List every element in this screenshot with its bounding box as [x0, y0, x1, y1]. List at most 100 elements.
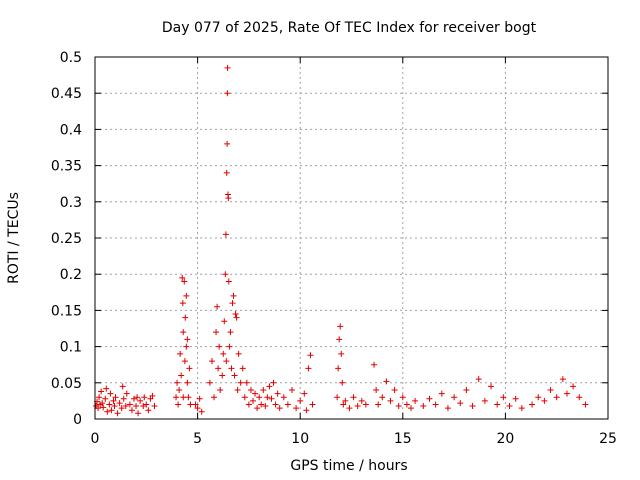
data-point: [301, 390, 308, 397]
data-point: [297, 397, 304, 404]
data-point: [245, 401, 252, 408]
data-point: [225, 278, 232, 285]
data-point: [180, 329, 187, 336]
chart-title: Day 077 of 2025, Rate Of TEC Index for r…: [162, 20, 537, 36]
data-point: [432, 401, 439, 408]
data-point: [222, 271, 229, 278]
data-point: [231, 372, 238, 379]
data-point: [224, 140, 231, 147]
data-point: [276, 405, 283, 412]
data-point: [383, 378, 390, 385]
data-point: [223, 358, 230, 365]
data-point: [337, 323, 344, 330]
data-point: [340, 401, 347, 408]
data-point: [141, 394, 148, 401]
data-point: [582, 401, 589, 408]
data-point: [224, 90, 231, 97]
data-point: [198, 408, 205, 415]
data-point: [463, 387, 470, 394]
x-tick-label: 20: [496, 431, 514, 447]
data-point: [182, 314, 189, 321]
data-point: [214, 303, 221, 310]
data-point: [541, 397, 548, 404]
data-point: [243, 379, 250, 386]
data-point: [288, 387, 295, 394]
y-tick-label: 0.1: [60, 340, 82, 356]
data-point: [293, 405, 300, 412]
data-point: [506, 402, 513, 409]
data-point: [179, 300, 186, 307]
data-point: [100, 404, 107, 411]
y-tick-label: 0.35: [51, 159, 82, 175]
data-point: [362, 401, 369, 408]
data-point: [102, 395, 109, 402]
data-point: [143, 401, 150, 408]
data-point: [215, 365, 222, 372]
data-point: [145, 407, 152, 414]
data-point: [181, 278, 188, 285]
x-tick-label: 25: [599, 431, 617, 447]
data-point: [284, 401, 291, 408]
data-point: [111, 402, 118, 409]
y-tick-label: 0.45: [51, 86, 82, 102]
data-point: [358, 397, 365, 404]
data-point: [274, 390, 281, 397]
data-point: [307, 352, 314, 359]
data-point: [134, 394, 141, 401]
data-point: [280, 394, 287, 401]
data-point: [232, 311, 239, 318]
data-point: [196, 395, 203, 402]
y-axis-label: ROTI / TECUs: [6, 192, 22, 284]
data-point: [95, 405, 102, 412]
data-point: [179, 274, 186, 281]
data-point: [110, 397, 117, 404]
data-point: [239, 365, 246, 372]
data-point: [221, 318, 228, 325]
data-point: [563, 390, 570, 397]
data-point: [576, 394, 583, 401]
data-point: [206, 379, 213, 386]
data-point: [535, 394, 542, 401]
y-tick-label: 0.4: [60, 122, 82, 138]
data-point: [258, 401, 265, 408]
data-point: [371, 361, 378, 368]
data-point: [399, 394, 406, 401]
data-point: [309, 401, 316, 408]
data-point: [112, 394, 119, 401]
data-point: [177, 350, 184, 357]
data-point: [547, 387, 554, 394]
data-point: [518, 405, 525, 412]
data-point: [230, 292, 237, 299]
data-point: [262, 402, 269, 409]
data-point: [184, 336, 191, 343]
data-point: [226, 343, 233, 350]
data-point: [250, 397, 257, 404]
data-point: [126, 401, 133, 408]
data-point: [219, 372, 226, 379]
data-point: [178, 372, 185, 379]
data-point: [553, 394, 560, 401]
data-point: [570, 383, 577, 390]
data-point: [395, 402, 402, 409]
data-point: [475, 376, 482, 383]
data-point: [119, 383, 126, 390]
data-point: [268, 395, 275, 402]
data-point: [208, 358, 215, 365]
y-tick-label: 0.25: [51, 231, 82, 247]
data-point: [194, 405, 201, 412]
data-point: [224, 64, 231, 71]
data-point: [181, 358, 188, 365]
data-point: [229, 300, 236, 307]
data-point: [252, 390, 259, 397]
data-point: [500, 394, 507, 401]
data-point: [140, 402, 147, 409]
data-point: [387, 397, 394, 404]
data-point: [266, 383, 273, 390]
data-point: [254, 405, 261, 412]
data-point: [213, 329, 220, 336]
data-point: [512, 395, 519, 402]
data-point: [225, 195, 232, 202]
data-point: [457, 400, 464, 407]
data-point: [338, 350, 345, 357]
